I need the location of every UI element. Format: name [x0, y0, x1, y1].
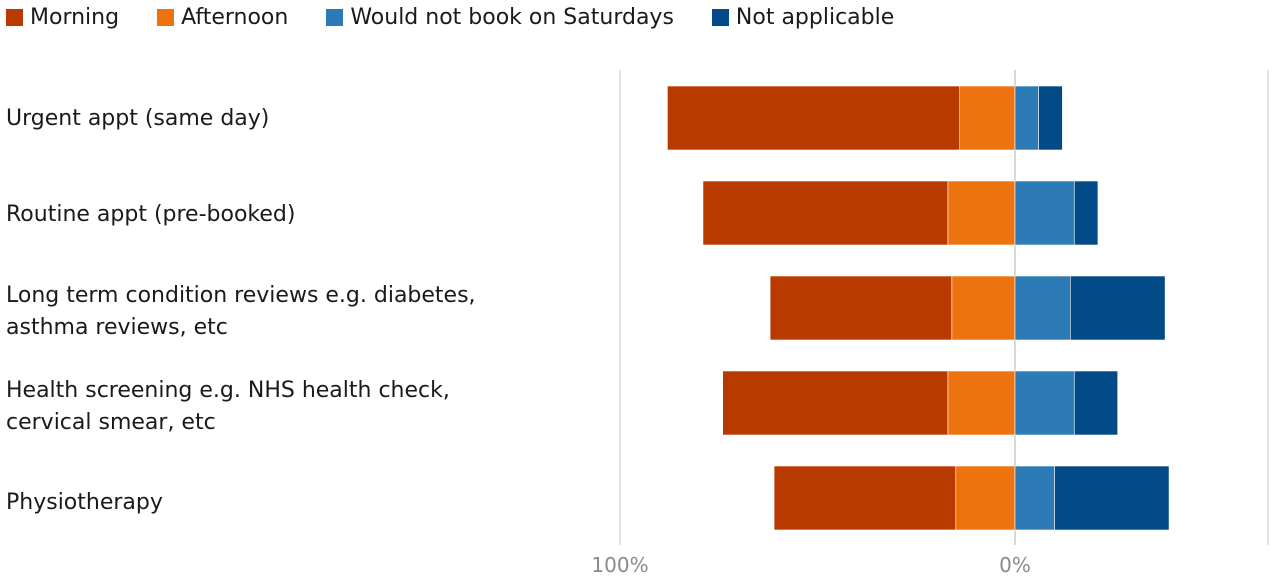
legend-item-afternoon[interactable]: Afternoon: [157, 5, 288, 30]
chart-legend: Morning Afternoon Would not book on Satu…: [6, 2, 932, 32]
bar-would-not-book-on-saturdays-4[interactable]: [1014, 465, 1055, 531]
bar-afternoon-2[interactable]: [951, 275, 1016, 341]
bar-morning-1[interactable]: [702, 180, 949, 246]
bar-not-applicable-4[interactable]: [1054, 465, 1170, 531]
bar-afternoon-0[interactable]: [959, 85, 1016, 151]
bar-would-not-book-on-saturdays-1[interactable]: [1014, 180, 1075, 246]
bar-morning-4[interactable]: [773, 465, 957, 531]
bars-group: [667, 85, 1170, 531]
bar-not-applicable-2[interactable]: [1070, 275, 1166, 341]
legend-label-not-applicable: Not applicable: [735, 4, 895, 30]
x-tick-label-0: 0%: [999, 553, 1031, 577]
category-label-routine: Routine appt (pre-booked): [6, 202, 296, 227]
bar-morning-2[interactable]: [769, 275, 953, 341]
bar-not-applicable-3[interactable]: [1073, 370, 1119, 436]
bar-would-not-book-on-saturdays-2[interactable]: [1014, 275, 1071, 341]
category-label-long-term: Long term condition reviews e.g. diabete…: [6, 283, 476, 340]
legend-item-would-not-book[interactable]: Would not book on Saturdays: [326, 5, 674, 30]
legend-item-not-applicable[interactable]: Not applicable: [711, 4, 895, 30]
bar-afternoon-1[interactable]: [947, 180, 1016, 246]
legend-swatch-not-applicable: [711, 8, 729, 26]
x-tick-label-100: 100%: [591, 553, 648, 577]
legend-label-would-not-book: Would not book on Saturdays: [350, 4, 674, 30]
legend-swatch-would-not-book: [326, 8, 344, 26]
bar-would-not-book-on-saturdays-3[interactable]: [1014, 370, 1075, 436]
bar-not-applicable-0[interactable]: [1038, 85, 1063, 151]
legend-swatch-afternoon: [157, 8, 175, 26]
category-label-physio: Physiotherapy: [6, 490, 163, 515]
legend-swatch-morning: [6, 8, 23, 26]
bar-afternoon-3[interactable]: [947, 370, 1016, 436]
category-label-urgent: Urgent appt (same day): [6, 106, 270, 131]
bar-morning-3[interactable]: [722, 370, 949, 436]
category-label-screening: Health screening e.g. NHS health check, …: [6, 378, 450, 435]
legend-label-afternoon: Afternoon: [181, 4, 289, 30]
bar-would-not-book-on-saturdays-0[interactable]: [1014, 85, 1040, 151]
bar-afternoon-4[interactable]: [955, 465, 1016, 531]
legend-label-morning: Morning: [30, 4, 120, 30]
bar-not-applicable-1[interactable]: [1073, 180, 1099, 246]
legend-item-morning[interactable]: Morning: [6, 5, 119, 30]
bar-morning-0[interactable]: [667, 85, 961, 151]
